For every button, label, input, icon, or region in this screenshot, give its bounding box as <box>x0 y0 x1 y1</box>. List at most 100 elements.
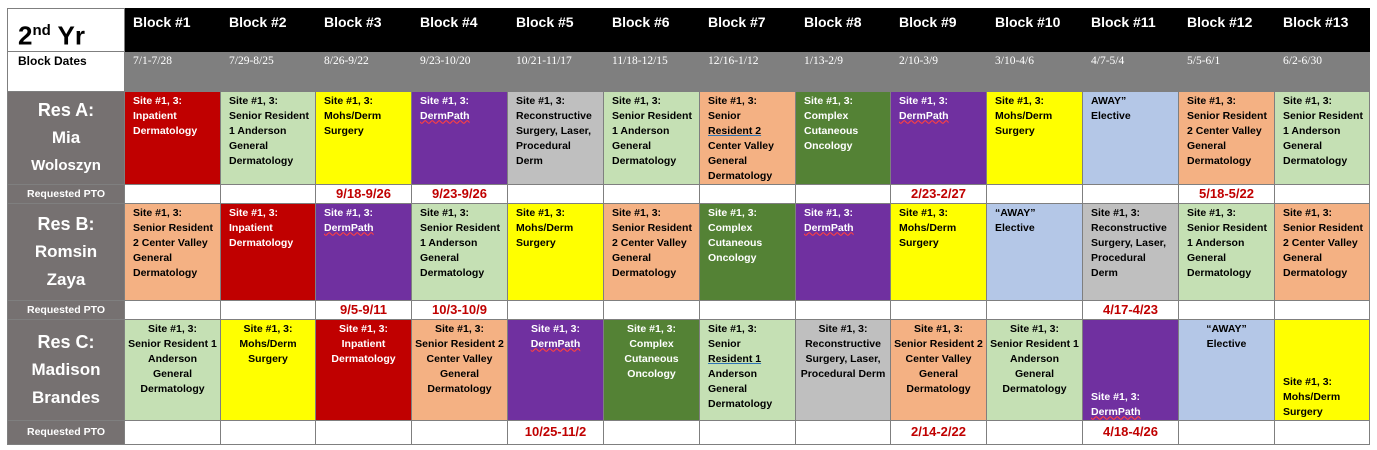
resident-label: Res B: Romsin Zaya <box>7 202 125 301</box>
rotation-cell: Site #1, 3: Senior Resident 2 Center Vall… <box>124 202 221 301</box>
rotation-cell: Site #1, 3: Reconstructive Surgery, Laser… <box>1082 202 1179 301</box>
pto-cell <box>699 183 796 204</box>
rotation-cell: “AWAY” Elective <box>986 202 1083 301</box>
pto-cell <box>124 419 221 445</box>
pto-cell <box>1274 419 1370 445</box>
block-header: Block #6 <box>603 8 700 52</box>
block-header: Block #11 <box>1082 8 1179 52</box>
resident-label: Res A: Mia Woloszyn <box>7 90 125 185</box>
pto-cell: 9/5-9/11 <box>315 299 412 320</box>
block-date: 7/1-7/28 <box>124 50 221 92</box>
pto-cell <box>124 299 221 320</box>
pto-cell <box>699 419 796 445</box>
block-header: Block #13 <box>1274 8 1370 52</box>
rotation-cell: Site #1, 3: DermPath <box>507 318 604 421</box>
resident-row-a: Res A: Mia Woloszyn Site #1, 3: Inpatient D… <box>7 90 1370 185</box>
pto-cell <box>1274 299 1370 320</box>
resident-row-c: Res C: Madison Brandes Site #1, 3: Senior R… <box>7 318 1370 421</box>
pto-cell <box>986 183 1083 204</box>
pto-cell <box>603 419 700 445</box>
resident-label: Res C: Madison Brandes <box>7 318 125 421</box>
block-header: Block #4 <box>411 8 508 52</box>
block-header: Block #2 <box>220 8 316 52</box>
pto-cell <box>1178 299 1275 320</box>
rotation-cell: Site #1, 3: Senior Resident 2 Center Vall… <box>890 318 987 421</box>
rotation-cell: Site #1, 3: Senior Resident 1 Anderson Ge… <box>986 318 1083 421</box>
block-header: Block #10 <box>986 8 1083 52</box>
block-date: 7/29-8/25 <box>220 50 316 92</box>
pto-cell <box>890 299 987 320</box>
rotation-cell: Site #1, 3: Senior Resident 1 Anderson Ge… <box>1178 202 1275 301</box>
rotation-cell: Site #1, 3: Senior Resident 1 Anderson Ge… <box>603 90 700 185</box>
rotation-cell: AWAY” Elective <box>1082 90 1179 185</box>
rotation-cell: “AWAY” Elective <box>1178 318 1275 421</box>
block-header: Block #1 <box>124 8 221 52</box>
pto-cell <box>1082 183 1179 204</box>
rotation-cell: Site #1, 3: Senior Resident 1 Anderson Ge… <box>411 202 508 301</box>
rotation-cell: Site #1, 3: Senior Resident 2 Center Vall… <box>603 202 700 301</box>
rotation-cell: Site #1, 3: Reconstructive Surgery, Laser… <box>795 318 891 421</box>
pto-cell: 9/18-9/26 <box>315 183 412 204</box>
pto-cell: 4/18-4/26 <box>1082 419 1179 445</box>
pto-cell: 4/17-4/23 <box>1082 299 1179 320</box>
block-date: 5/5-6/1 <box>1178 50 1275 92</box>
pto-cell <box>220 183 316 204</box>
pto-cell: 2/14-2/22 <box>890 419 987 445</box>
pto-cell <box>507 183 604 204</box>
rotation-cell: Site #1, 3: Mohs/Derm Surgery <box>1274 318 1370 421</box>
rotation-cell: Site #1, 3: Senior Resident 2 Center Vall… <box>411 318 508 421</box>
rotation-cell: Site #1, 3: DermPath <box>890 90 987 185</box>
pto-cell <box>507 299 604 320</box>
pto-cell: 10/25-11/2 <box>507 419 604 445</box>
pto-cell <box>986 419 1083 445</box>
block-header: Block #7 <box>699 8 796 52</box>
rotation-cell: Site #1, 3: Mohs/Derm Surgery <box>507 202 604 301</box>
rotation-cell: Site #1, 3: Inpatient Dermatology <box>124 90 221 185</box>
pto-cell <box>795 299 891 320</box>
pto-row-c: Requested PTO 10/25-11/2 2/14-2/22 4/18-… <box>7 419 1370 445</box>
pto-cell <box>124 183 221 204</box>
rotation-cell: Site #1, 3: Senior Resident 1 Anderson Ge… <box>220 90 316 185</box>
rotation-cell: Site #1, 3: Inpatient Dermatology <box>220 202 316 301</box>
pto-cell: 2/23-2/27 <box>890 183 987 204</box>
rotation-cell: Site #1, 3: DermPath <box>411 90 508 185</box>
pto-cell <box>411 419 508 445</box>
rotation-cell: Site #1, 3: Mohs/Derm Surgery <box>315 90 412 185</box>
block-header: Block #8 <box>795 8 891 52</box>
rotation-cell: Site #1, 3: Inpatient Dermatology <box>315 318 412 421</box>
block-date: 6/2-6/30 <box>1274 50 1370 92</box>
pto-cell <box>220 419 316 445</box>
pto-row-b: Requested PTO 9/5-9/11 10/3-10/9 4/17-4/… <box>7 299 1370 320</box>
block-date: 1/13-2/9 <box>795 50 891 92</box>
pto-label: Requested PTO <box>7 183 125 204</box>
pto-cell <box>603 299 700 320</box>
block-date: 2/10-3/9 <box>890 50 987 92</box>
pto-cell: 5/18-5/22 <box>1178 183 1275 204</box>
block-date: 8/26-9/22 <box>315 50 412 92</box>
pto-row-a: Requested PTO 9/18-9/26 9/23-9/26 2/23-2… <box>7 183 1370 204</box>
page-title: 2nd Yr <box>7 8 125 52</box>
rotation-cell: Site #1, 3: Complex Cutaneous Oncology <box>795 90 891 185</box>
block-date: 4/7-5/4 <box>1082 50 1179 92</box>
block-date: 3/10-4/6 <box>986 50 1083 92</box>
pto-cell <box>1178 419 1275 445</box>
block-header: Block #3 <box>315 8 412 52</box>
rotation-cell: Site #1, 3: Mohs/Derm Surgery <box>220 318 316 421</box>
rotation-cell: Site #1, 3: Senior Resident 2 Center Valle… <box>699 90 796 185</box>
pto-label: Requested PTO <box>7 299 125 320</box>
rotation-cell: Site #1, 3: Senior Resident 1 Anderson Ge… <box>1274 90 1370 185</box>
rotation-cell: Site #1, 3: Senior Resident 2 Center Vall… <box>1178 90 1275 185</box>
pto-cell <box>603 183 700 204</box>
pto-cell <box>220 299 316 320</box>
pto-cell <box>699 299 796 320</box>
pto-cell <box>795 183 891 204</box>
pto-cell <box>315 419 412 445</box>
resident-row-b: Res B: Romsin Zaya Site #1, 3: Senior Resid… <box>7 202 1370 301</box>
block-header: Block #5 <box>507 8 604 52</box>
pto-label: Requested PTO <box>7 419 125 445</box>
block-date: 11/18-12/15 <box>603 50 700 92</box>
block-date: 9/23-10/20 <box>411 50 508 92</box>
block-dates-label: Block Dates <box>7 50 125 92</box>
pto-cell <box>1274 183 1370 204</box>
block-date: 10/21-11/17 <box>507 50 604 92</box>
